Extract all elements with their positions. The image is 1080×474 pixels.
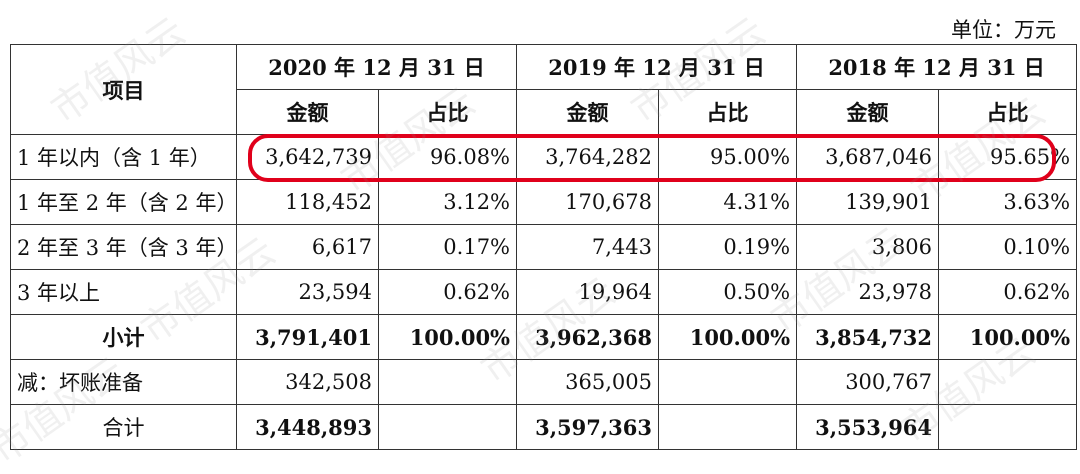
- cell-amount: 3,448,893: [236, 404, 379, 450]
- cell-amount: 19,964: [516, 269, 660, 315]
- cell-amount: 3,764,282: [516, 134, 660, 180]
- cell-ratio: [377, 404, 518, 450]
- cell-ratio: 0.62%: [938, 269, 1078, 315]
- row-label: 2 年至 3 年（含 3 年）: [10, 224, 237, 270]
- row-label: 1 年至 2 年（含 2 年）: [10, 179, 237, 225]
- cell-ratio: [377, 359, 518, 405]
- cell-ratio: 4.31%: [658, 179, 798, 225]
- cell-amount: 342,508: [236, 359, 379, 405]
- cell-amount: 3,854,732: [796, 314, 940, 360]
- table-row: 2 年至 3 年（含 3 年） 6,617 0.17% 7,443 0.19% …: [10, 224, 1078, 270]
- receivables-aging-table: 项目 2020 年 12 月 31 日 2019 年 12 月 31 日 201…: [10, 44, 1078, 450]
- cell-amount: 3,597,363: [516, 404, 660, 450]
- cell-ratio: 0.17%: [377, 224, 518, 270]
- cell-ratio: 100.00%: [658, 314, 798, 360]
- subtotal-row: 小计 3,791,401 100.00% 3,962,368 100.00% 3…: [10, 314, 1078, 360]
- cell-ratio: 0.50%: [658, 269, 798, 315]
- header-item: 项目: [10, 44, 237, 135]
- table-row: 1 年至 2 年（含 2 年） 118,452 3.12% 170,678 4.…: [10, 179, 1078, 225]
- cell-amount: 3,962,368: [516, 314, 660, 360]
- cell-amount: 3,791,401: [236, 314, 379, 360]
- cell-ratio: 0.19%: [658, 224, 798, 270]
- cell-amount: 365,005: [516, 359, 660, 405]
- header-period-2018: 2018 年 12 月 31 日: [796, 44, 1078, 90]
- cell-ratio: 96.08%: [377, 134, 518, 180]
- cell-ratio: 3.63%: [938, 179, 1078, 225]
- cell-ratio: 95.00%: [658, 134, 798, 180]
- cell-ratio: 0.62%: [377, 269, 518, 315]
- cell-ratio: 100.00%: [377, 314, 518, 360]
- cell-ratio: 100.00%: [938, 314, 1078, 360]
- header-amount: 金额: [236, 89, 379, 135]
- cell-amount: 3,553,964: [796, 404, 940, 450]
- header-period-2020: 2020 年 12 月 31 日: [235, 44, 518, 90]
- header-amount: 金额: [796, 89, 940, 135]
- header-row-periods: 项目 2020 年 12 月 31 日 2019 年 12 月 31 日 201…: [10, 44, 1078, 135]
- header-period-2019: 2019 年 12 月 31 日: [516, 44, 798, 90]
- total-row: 合计 3,448,893 3,597,363 3,553,964: [10, 404, 1078, 450]
- table-row: 3 年以上 23,594 0.62% 19,964 0.50% 23,978 0…: [10, 269, 1078, 315]
- cell-amount: 118,452: [236, 179, 379, 225]
- cell-amount: 139,901: [796, 179, 940, 225]
- cell-amount: 6,617: [236, 224, 379, 270]
- row-label: 1 年以内（含 1 年）: [10, 134, 237, 180]
- row-label: 3 年以上: [10, 269, 237, 315]
- cell-amount: 300,767: [796, 359, 940, 405]
- table-row: 减：坏账准备 342,508 365,005 300,767: [10, 359, 1078, 405]
- row-label: 合计: [10, 404, 237, 450]
- header-ratio: 占比: [377, 89, 518, 135]
- cell-ratio: 0.10%: [938, 224, 1078, 270]
- cell-amount: 170,678: [516, 179, 660, 225]
- cell-amount: 3,806: [796, 224, 940, 270]
- cell-amount: 23,594: [236, 269, 379, 315]
- row-label: 减：坏账准备: [10, 359, 237, 405]
- cell-amount: 23,978: [796, 269, 940, 315]
- cell-ratio: [658, 359, 798, 405]
- header-ratio: 占比: [938, 89, 1078, 135]
- highlight-outline: [248, 134, 1056, 182]
- unit-label: 单位：万元: [951, 18, 1056, 42]
- cell-ratio: [938, 404, 1078, 450]
- header-amount: 金额: [516, 89, 660, 135]
- cell-ratio: [938, 359, 1078, 405]
- table-row: 1 年以内（含 1 年） 3,642,739 96.08% 3,764,282 …: [10, 134, 1078, 180]
- cell-ratio: [658, 404, 798, 450]
- cell-amount: 7,443: [516, 224, 660, 270]
- cell-amount: 3,687,046: [796, 134, 940, 180]
- row-label: 小计: [10, 314, 237, 360]
- cell-ratio: 3.12%: [377, 179, 518, 225]
- header-ratio: 占比: [658, 89, 798, 135]
